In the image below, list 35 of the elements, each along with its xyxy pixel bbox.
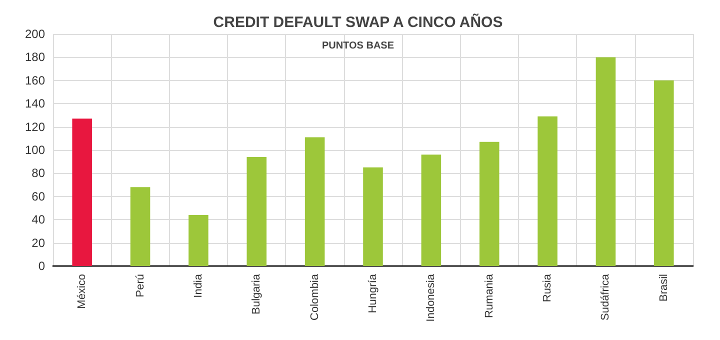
bar: [363, 167, 383, 266]
y-tick-label: 120: [24, 120, 46, 134]
x-tick-label: Rusia: [542, 273, 554, 302]
y-tick-label: 160: [24, 73, 46, 88]
bar: [596, 57, 616, 266]
y-tick-label: 20: [32, 236, 46, 250]
y-tick-label: 180: [24, 50, 46, 64]
y-tick-label: 80: [32, 166, 46, 180]
bar: [188, 214, 208, 266]
bar: [72, 118, 92, 266]
x-tick-label: Perú: [134, 274, 146, 298]
bar: [654, 80, 674, 266]
bar: [479, 142, 500, 266]
x-tick-label: México: [76, 274, 88, 309]
x-tick-label: India: [192, 273, 204, 298]
y-tick-label: 60: [32, 189, 46, 204]
y-tick-label: 40: [32, 212, 46, 227]
text: PUNTOS BASE: [322, 40, 394, 52]
y-tick-label: 100: [24, 143, 46, 157]
bar: [421, 154, 442, 266]
bar: [538, 116, 558, 266]
x-tick-label: Sudáfrica: [600, 273, 612, 320]
x-tick-label: Bulgaria: [250, 273, 263, 314]
x-tick-label: Colombia: [308, 273, 321, 320]
chart-title: CREDIT DEFAULT SWAP A CINCO AÑOS: [213, 13, 503, 31]
x-tick-label: Indonesia: [425, 273, 438, 322]
bar: [304, 137, 325, 266]
x-tick-label: Brasil: [658, 274, 670, 302]
bar: [246, 156, 267, 266]
x-tick-label: Rumania: [483, 273, 496, 318]
y-tick-label: 200: [24, 27, 46, 41]
x-tick-label: Hungría: [367, 273, 379, 314]
y-tick-label: 140: [24, 96, 46, 111]
y-tick-label: 0: [38, 259, 46, 273]
bar: [130, 187, 150, 266]
